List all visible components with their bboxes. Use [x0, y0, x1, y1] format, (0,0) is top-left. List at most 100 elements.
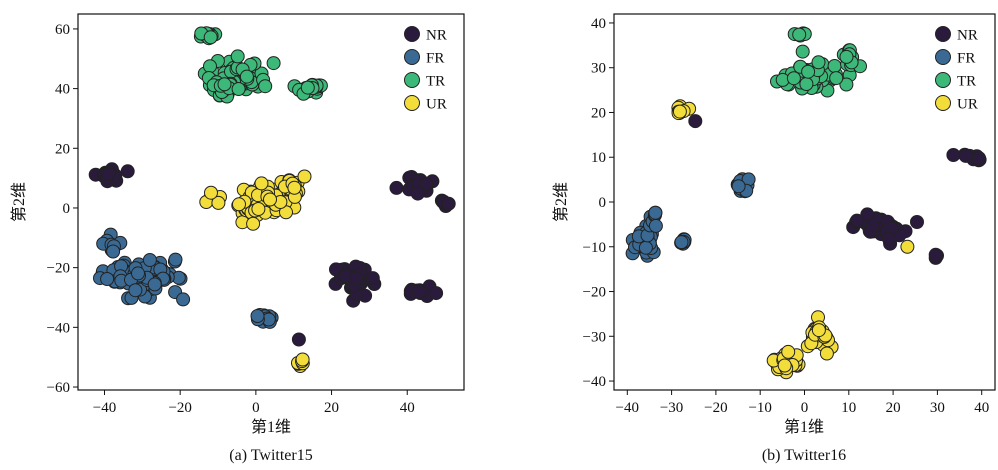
y-tick-label: −30	[583, 329, 606, 345]
legend-label-nr: NR	[426, 28, 447, 44]
data-point-fr	[731, 179, 746, 194]
data-point-ur	[211, 195, 226, 210]
legend-marker-ur	[404, 95, 420, 111]
data-point-fr	[638, 240, 653, 255]
legend-marker-nr	[935, 26, 951, 42]
data-point-ur	[204, 185, 218, 200]
y-tick-label: −20	[583, 285, 606, 301]
axis-ticks: −40 −20 0 20 40 60 40 20 0 −20 −40 −60	[47, 22, 415, 416]
caption: (b) Twitter16	[762, 447, 846, 464]
legend-marker-nr	[404, 26, 420, 42]
data-point-tr	[839, 49, 854, 64]
data-point-nr	[882, 231, 896, 246]
x-tick-label: 30	[930, 400, 945, 416]
data-point-nr	[972, 151, 986, 166]
data-point-ur	[251, 202, 266, 216]
legend-label-nr: NR	[957, 28, 978, 44]
y-tick-label: 30	[591, 61, 606, 77]
data-point-nr	[419, 177, 434, 192]
legend-label-tr: TR	[957, 74, 976, 90]
data-point-ur	[246, 216, 261, 231]
data-point-tr	[786, 71, 801, 86]
data-point-tr	[258, 79, 273, 94]
data-point-tr	[230, 49, 245, 64]
data-point-nr	[101, 167, 116, 182]
x-tick-label: 20	[886, 400, 901, 416]
y-tick-label: 0	[63, 201, 71, 217]
y-tick-label: −60	[47, 380, 70, 396]
data-point-ur	[811, 323, 826, 338]
data-point-nr	[860, 207, 875, 222]
legend: NR FR TR UR	[404, 26, 447, 113]
data-point-nr	[349, 271, 363, 286]
x-tick-label: −40	[616, 400, 639, 416]
data-point-nr	[389, 180, 404, 195]
data-point-nr	[412, 284, 426, 299]
data-point-ur	[295, 352, 310, 367]
data-point-ur	[777, 358, 792, 373]
data-point-ur	[297, 169, 312, 184]
legend-label-fr: FR	[957, 51, 975, 67]
caption: (a) Twitter15	[229, 447, 312, 464]
data-point-tr	[203, 59, 217, 74]
y-tick-label: 40	[591, 16, 606, 32]
data-point-tr	[839, 77, 854, 92]
y-tick-label: −40	[583, 374, 606, 390]
data-point-tr	[300, 80, 315, 95]
y-tick-label: −40	[47, 320, 70, 336]
data-point-tr	[827, 59, 842, 73]
data-point-nr	[688, 114, 703, 129]
data-point-ur	[900, 239, 915, 254]
data-point-nr	[946, 148, 961, 162]
x-tick-label: 40	[400, 400, 415, 416]
data-point-ur	[287, 180, 302, 195]
legend: NR FR TR UR	[935, 26, 978, 113]
y-tick-label: −20	[47, 261, 70, 277]
legend-label-fr: FR	[426, 51, 444, 67]
data-point-fr	[648, 205, 663, 220]
legend-marker-ur	[935, 95, 951, 111]
x-axis-title: 第1维	[251, 418, 291, 436]
data-point-tr	[266, 56, 281, 71]
legend-label-ur: UR	[957, 97, 978, 113]
data-point-nr	[429, 286, 444, 301]
x-tick-label: −20	[704, 400, 727, 416]
data-point-tr	[231, 82, 246, 96]
x-tick-label: −30	[660, 400, 683, 416]
data-point-fr	[128, 283, 143, 298]
y-axis-title: 第2维	[552, 182, 570, 222]
data-point-tr	[795, 44, 810, 59]
data-point-tr	[203, 30, 218, 45]
data-point-fr	[106, 244, 121, 259]
data-point-nr	[910, 215, 924, 229]
data-point-nr	[120, 164, 135, 179]
data-point-ur	[819, 346, 834, 361]
y-tick-label: 60	[55, 22, 70, 38]
axis-ticks: −40 −30 −20 −10 0 10 20 30 40 40 30 20 10 0 −10 −20 −30 −…	[583, 16, 990, 416]
data-point-nr	[291, 332, 306, 347]
data-point-fr	[250, 309, 265, 323]
data-point-ur	[781, 344, 796, 359]
y-tick-label: −10	[583, 240, 606, 256]
y-tick-label: 0	[599, 195, 607, 211]
x-tick-label: −10	[748, 400, 771, 416]
data-point-tr	[829, 71, 844, 86]
data-point-fr	[100, 272, 115, 286]
x-tick-label: 0	[801, 400, 809, 416]
data-point-ur	[254, 176, 269, 191]
data-point-tr	[801, 64, 816, 79]
chart-panel-twitter16: −40 −30 −20 −10 0 10 20 30 40 40 30 20 10 0 −10 −20 −30 −…	[552, 13, 996, 464]
data-point-tr	[239, 69, 254, 84]
data-point-tr	[217, 77, 232, 92]
x-tick-label: 20	[324, 400, 339, 416]
x-tick-label: −20	[168, 400, 191, 416]
legend-label-ur: UR	[426, 97, 447, 113]
data-point-nr	[441, 196, 456, 211]
data-point-nr	[866, 218, 880, 233]
data-point-tr	[799, 77, 814, 91]
data-point-fr	[674, 235, 689, 250]
data-point-ur	[263, 192, 277, 207]
x-tick-label: 0	[252, 400, 260, 416]
x-tick-label: −40	[93, 400, 116, 416]
